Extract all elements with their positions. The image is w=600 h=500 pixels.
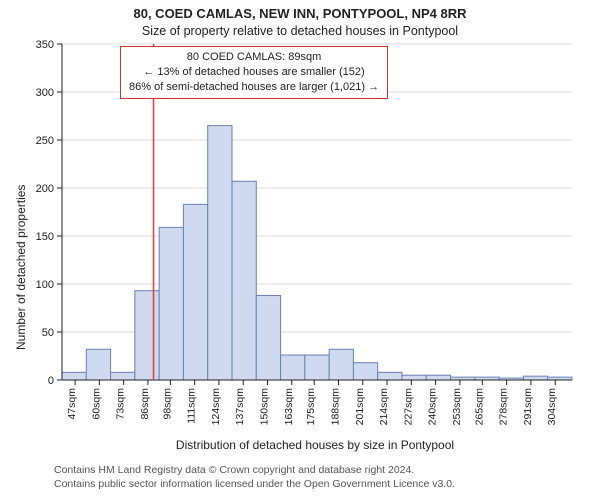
histogram-bar [353,363,377,380]
annotation-line2: ← 13% of detached houses are smaller (15… [129,65,379,80]
x-tick-label: 137sqm [234,388,246,426]
x-tick-label: 60sqm [90,388,102,420]
svg-text:0: 0 [48,375,54,387]
svg-text:300: 300 [36,87,54,99]
svg-text:350: 350 [36,39,54,51]
histogram-bar [402,375,426,380]
y-axis-label: Number of detached properties [14,185,28,350]
x-tick-label: 73sqm [115,388,127,420]
histogram-bar [378,372,402,380]
histogram-bar [135,291,159,380]
svg-text:200: 200 [36,183,54,195]
x-tick-label: 188sqm [329,388,341,426]
x-tick-label: 214sqm [378,388,390,426]
footnote-line1: Contains HM Land Registry data © Crown c… [54,464,414,476]
svg-text:250: 250 [36,135,54,147]
x-tick-label: 304sqm [546,388,558,426]
x-axis-label: Distribution of detached houses by size … [60,438,570,452]
histogram-bar [256,296,280,380]
annotation-line3: 86% of semi-detached houses are larger (… [129,80,379,95]
x-tick-label: 47sqm [66,388,78,420]
histogram-bar [232,181,256,380]
x-tick-label: 240sqm [427,388,439,426]
histogram-bar [523,376,547,380]
x-tick-label: 201sqm [354,388,366,426]
histogram-bar [281,355,305,380]
histogram-bar [329,349,353,380]
svg-text:100: 100 [36,279,54,291]
chart-container: 80, COED CAMLAS, NEW INN, PONTYPOOL, NP4… [0,0,600,500]
x-tick-label: 175sqm [305,388,317,426]
x-tick-label: 227sqm [402,388,414,426]
histogram-bar [62,372,86,380]
x-tick-label: 265sqm [473,388,485,426]
x-tick-label: 163sqm [283,388,295,426]
x-tick-label: 278sqm [498,388,510,426]
x-tick-label: 291sqm [522,388,534,426]
x-tick-label: 253sqm [451,388,463,426]
annotation-line1: 80 COED CAMLAS: 89sqm [129,50,379,65]
histogram-bar [426,375,450,380]
histogram-bar [111,372,135,380]
x-tick-label: 111sqm [186,388,198,424]
annotation-box: 80 COED CAMLAS: 89sqm ← 13% of detached … [120,46,388,99]
x-tick-label: 98sqm [161,388,173,420]
footnote-line2: Contains public sector information licen… [54,478,455,490]
x-tick-label: 86sqm [139,388,151,420]
histogram-bar [183,204,207,380]
histogram-bar [86,349,110,380]
histogram-bar [159,227,183,380]
svg-text:50: 50 [42,327,54,339]
histogram-bar [208,126,232,380]
svg-text:150: 150 [36,231,54,243]
x-tick-label: 124sqm [210,388,222,426]
x-tick-label: 150sqm [258,388,270,426]
histogram-bar [305,355,329,380]
